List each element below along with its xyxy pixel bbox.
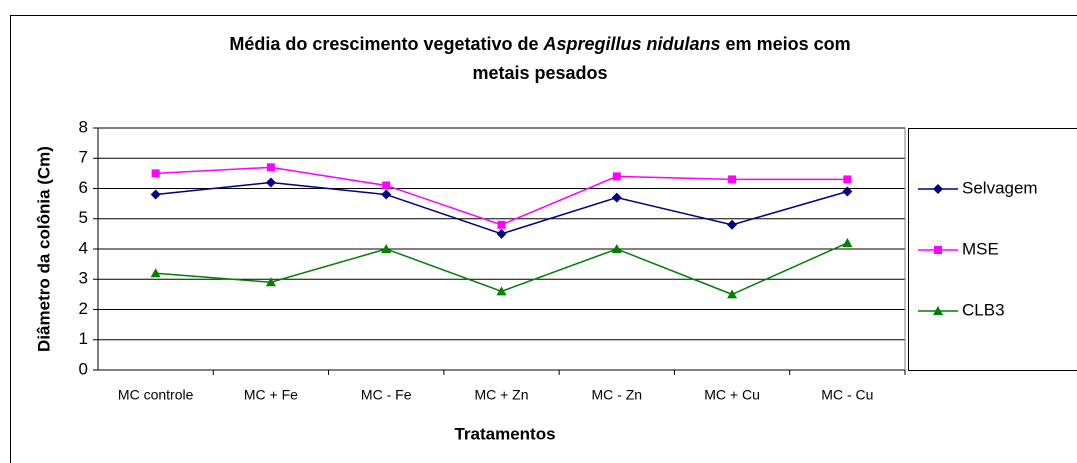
y-axis-label: Diâmetro da colônia (Cm) — [34, 146, 53, 352]
data-point — [611, 192, 622, 203]
legend-marker — [934, 246, 942, 254]
legend-marker — [933, 184, 943, 194]
data-point — [843, 175, 852, 184]
y-tick-label: 5 — [79, 208, 88, 227]
data-point — [611, 244, 622, 253]
y-tick-label: 7 — [79, 148, 88, 167]
title-part: Aspregillus nidulans — [543, 34, 721, 54]
data-point — [496, 286, 507, 296]
title-part: Média do crescimento vegetativo de — [229, 34, 538, 54]
y-tick-label: 6 — [79, 178, 88, 197]
legend-label: Selvagem — [962, 178, 1038, 197]
y-tick-label: 2 — [79, 299, 88, 318]
y-tick-label: 0 — [79, 359, 88, 378]
data-point — [381, 189, 392, 200]
data-point — [842, 186, 853, 197]
chart-border — [10, 15, 1077, 463]
y-tick-label: 8 — [79, 117, 88, 136]
x-tick-label: MC - Cu — [821, 387, 873, 403]
data-point — [612, 172, 621, 181]
legend-marker — [933, 306, 943, 315]
y-tick-label: 1 — [79, 329, 88, 348]
data-point — [842, 237, 853, 247]
data-point — [381, 244, 392, 253]
data-point — [727, 219, 738, 230]
data-point — [382, 181, 391, 190]
data-point — [496, 228, 507, 239]
data-point — [266, 163, 275, 172]
legend-label: CLB3 — [962, 300, 1005, 319]
data-point — [265, 277, 276, 287]
data-point — [150, 189, 161, 200]
x-tick-label: MC - Fe — [361, 387, 412, 403]
data-point — [727, 289, 738, 299]
data-point — [497, 220, 506, 229]
y-tick-label: 3 — [79, 269, 88, 288]
title-part: em meios com — [726, 34, 851, 54]
data-point — [728, 175, 737, 184]
x-axis-label: Tratamentos — [454, 424, 555, 443]
chart-title: Média do crescimento vegetativo de Aspre… — [229, 34, 850, 54]
x-tick-label: MC + Fe — [244, 387, 298, 403]
data-point — [150, 268, 161, 278]
y-tick-label: 4 — [79, 238, 88, 257]
x-tick-label: MC controle — [118, 387, 194, 403]
chart-title: metais pesados — [472, 63, 607, 83]
data-point — [265, 177, 276, 188]
x-tick-label: MC + Cu — [704, 387, 760, 403]
x-tick-label: MC - Zn — [592, 387, 643, 403]
legend-label: MSE — [962, 239, 999, 258]
data-point — [151, 169, 160, 178]
x-tick-label: MC + Zn — [474, 387, 528, 403]
